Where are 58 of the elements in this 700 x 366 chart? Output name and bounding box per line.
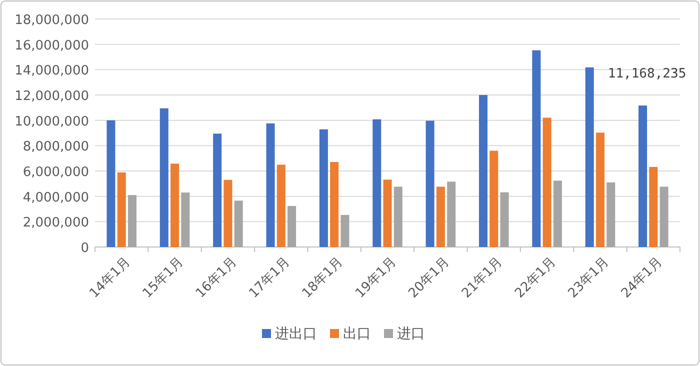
y-tick-label: 16,000,000 [14,38,89,54]
bar [490,150,498,247]
bar [170,164,180,247]
bar [394,186,402,247]
y-tick-label: 2,000,000 [22,216,89,231]
bar [266,123,275,247]
bar [340,214,350,247]
bar [213,134,222,247]
x-tick-label: 16年1月 [193,254,240,302]
bar [426,120,434,247]
bar [160,108,168,247]
y-tick-label: 18,000,000 [14,13,89,28]
x-tick-label: 18年1月 [300,254,346,302]
bar [383,180,392,247]
bar [436,186,445,247]
bar [117,172,126,247]
bar [532,50,541,247]
x-tick-label: 21年1月 [459,254,506,302]
bar [276,164,286,247]
legend-label: 进口 [397,326,425,342]
bar [649,166,658,247]
y-tick-label: 6,000,000 [22,165,89,180]
bar [638,106,648,247]
bar [500,192,509,247]
legend-label: 出口 [343,326,371,342]
bar [234,200,243,247]
y-tick-label: 10,000,000 [14,114,89,130]
bar [447,182,456,247]
x-tick-label: 23年1月 [566,254,612,302]
x-tick-label: 22年1月 [512,254,559,302]
x-tick-label: 17年1月 [246,254,294,302]
bar [106,120,116,247]
y-tick-label: 12,000,000 [14,89,89,104]
y-tick-label: 8,000,000 [22,140,89,155]
x-tick-label: 15年1月 [140,254,187,302]
bar [224,180,232,247]
bar [372,119,382,247]
legend-label: 进出口 [275,326,317,342]
bar [319,129,328,247]
bar [478,95,488,247]
bar [330,162,339,247]
x-tick-label: 19年1月 [352,254,400,302]
y-tick-label: 14,000,000 [14,64,89,79]
bar [128,195,136,247]
y-tick-label: 4,000,000 [22,190,89,206]
bar [553,180,562,247]
bar [660,186,668,247]
bar [585,67,594,247]
bar [288,206,296,247]
data-label: 11,168,235 [608,66,686,82]
bar [181,192,190,247]
x-tick-label: 24年1月 [618,254,666,302]
x-tick-label: 20年1月 [406,254,453,302]
bar [542,118,552,247]
bar [596,132,604,247]
y-tick-label: 0 [80,241,89,256]
x-tick-label: 14年1月 [86,254,134,302]
bar [606,182,616,247]
